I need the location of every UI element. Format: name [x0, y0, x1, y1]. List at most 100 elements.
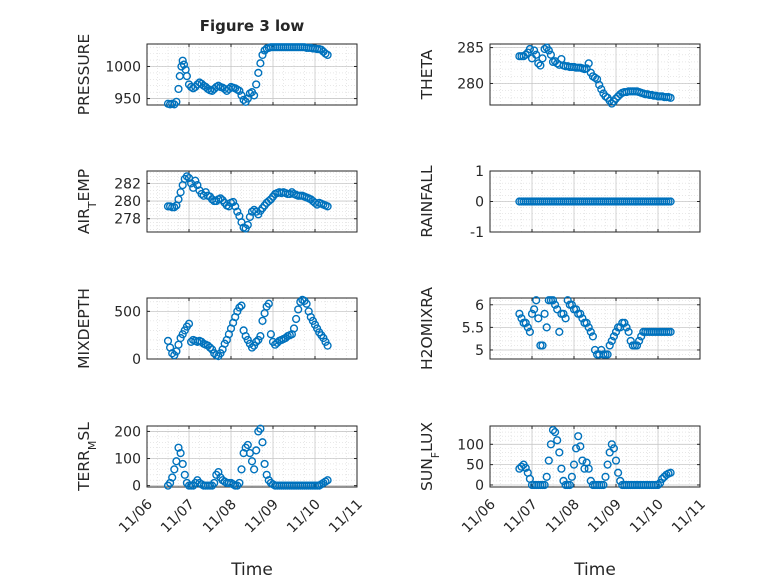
panel-5-data-point [235, 303, 244, 312]
panel-2-data-point [534, 59, 543, 68]
panel-8-x-tick-label: 11/10 [627, 497, 667, 537]
panel-6-data-point [517, 314, 526, 323]
panel-1-data-point [252, 80, 261, 89]
panel-3-data-point [323, 202, 332, 211]
panel-6-data-point [582, 318, 591, 327]
x-axis-label-right: Time [573, 560, 616, 580]
panel-8-data-point [609, 444, 619, 453]
panel-6-data-point [561, 314, 570, 323]
panel-6-y-tick-label: 5.5 [462, 320, 484, 336]
panel-3-data-point [170, 203, 179, 212]
panel-6-data-point [532, 296, 541, 305]
panel-7-data-point [256, 424, 265, 433]
panel-2-y-axis-label: THETA [418, 49, 436, 100]
panel-2-data-point [666, 93, 675, 102]
panel-6-data-point [584, 323, 593, 332]
panel-3-data-point [174, 195, 183, 204]
panel-3-data-point [245, 212, 255, 222]
panel-2-data-point [532, 50, 541, 59]
panel-8-x-tick-label: 11/07 [501, 497, 541, 537]
panel-5-data-point [205, 343, 215, 352]
panel-2-data-point [595, 80, 604, 90]
panel-6-data-point [609, 332, 619, 341]
panel-6-data-point [588, 332, 598, 341]
panel-8-data-point [611, 456, 621, 465]
panel-3-data-point [182, 172, 192, 181]
panel-6-data-point [563, 296, 572, 305]
panel-8-x-tick-label: 11/11 [669, 497, 709, 537]
panel-6-data-point [605, 341, 614, 350]
panel-3-data-point [243, 220, 252, 230]
panel-7-y-axis-label: TERRMSL [75, 422, 99, 492]
panel-6-data-point [538, 341, 547, 350]
panel-1-data-point [243, 94, 252, 103]
panel-1-data-point [174, 84, 183, 94]
panel-3-data-point [229, 197, 238, 207]
panel-7-data-point [180, 470, 189, 479]
panel-8-data-point [569, 460, 579, 469]
panel-6-data-point [515, 309, 524, 318]
panel-7-y-tick-label: 0 [132, 479, 141, 495]
panel-7-data-point [237, 465, 246, 474]
panel-8-data-point [666, 468, 675, 477]
panel-6-data-point [597, 345, 606, 355]
panel-5-data-point [289, 324, 299, 333]
panel-6-data-point [611, 327, 621, 336]
panel-8-data-point [658, 474, 667, 483]
panel-8-x-tick-label: 11/08 [543, 497, 583, 537]
panel-8-y-tick-label: 50 [466, 458, 484, 474]
panel-8-data-point [567, 472, 577, 481]
panel-3-data-point [264, 196, 273, 206]
panel-8-data-point [613, 468, 623, 477]
panel-8-data-point [548, 425, 558, 435]
panel-8-data-point [565, 480, 574, 490]
panel-2-data-point [582, 64, 591, 73]
panel-1-data-point [179, 60, 189, 69]
panel-5-axes-frame [146, 297, 358, 360]
panel-1-y-axis-label: PRESSURE [75, 34, 93, 116]
panel-6-data-point [603, 350, 612, 359]
panel-7-data-point [210, 478, 219, 488]
panel-6-data-point [527, 309, 537, 318]
panel-6-data-point [637, 332, 646, 341]
panel-3-data-point [233, 207, 242, 216]
panel-7-axes-frame [146, 425, 358, 488]
panel-1-data-point [182, 72, 192, 81]
panel-5-data-point [264, 299, 273, 308]
panel-5-y-tick-label: 500 [114, 304, 141, 320]
panel-8-data-point [574, 432, 583, 441]
panel-6-data-point [550, 300, 560, 309]
panel-1-data-point [239, 95, 248, 104]
panel-6-data-point [634, 336, 644, 346]
panel-7-data-point [250, 465, 259, 474]
panel-7-data-point [247, 457, 257, 466]
panel-8-data-point [603, 460, 612, 469]
panel-7-data-point [252, 446, 261, 455]
panel-8-data-point [521, 463, 530, 472]
panel-8-data-point [599, 480, 608, 490]
panel-4-y-tick-label: 1 [475, 164, 484, 180]
panel-1-y-tick-label: 1000 [105, 59, 141, 75]
panel-8-data-point [517, 462, 526, 471]
panel-6-data-point [548, 296, 558, 305]
panel-5-data-point [258, 316, 267, 325]
panel-5-data-point [247, 343, 257, 352]
panel-5-data-point [302, 299, 311, 308]
panel-8-data-point [655, 478, 665, 488]
panel-6-data-point [567, 300, 577, 309]
panel-6-data-point [540, 309, 549, 318]
x-axis-label-left: Time [230, 560, 273, 580]
panel-6-y-axis-label: H2OMIXRA [418, 287, 436, 370]
panel-1-data-point [256, 59, 265, 68]
panel-8-data-point [542, 472, 551, 481]
panel-3-data-point [193, 181, 202, 190]
panel-6-data-point [555, 327, 564, 336]
panel-2-y-tick-label: 285 [457, 41, 484, 57]
panel-8-data-point [540, 480, 549, 490]
panel-1-data-point [237, 91, 246, 100]
panel-6-data-point [607, 336, 616, 346]
panel-6-data-point [521, 318, 530, 327]
panel-7-x-tick-label: 11/06 [116, 496, 156, 536]
panel-1-y-tick-label: 950 [114, 92, 141, 108]
panel-5-y-axis-label: MIXDEPTH [75, 288, 93, 369]
